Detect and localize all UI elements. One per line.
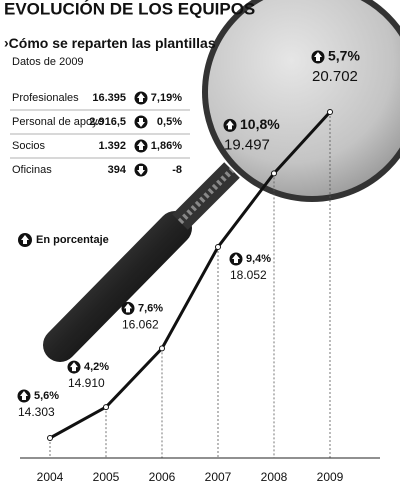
value-label: 20.702 [312,68,358,85]
row-label: Socios [12,140,46,152]
row-value: 1.392 [98,140,126,152]
point [272,171,277,176]
point [160,346,165,351]
row-value: 16.395 [92,92,126,104]
value-label: 14.303 [18,405,55,419]
legend: En porcentaje [18,233,109,247]
x-tick-label: 2007 [205,470,232,484]
point [104,405,109,410]
change-label: 4,2% [84,361,109,373]
x-tick-label: 2009 [317,470,344,484]
subtitle-text: Cómo se reparten las plantillas [9,35,216,51]
note: Datos de 2009 [12,56,84,68]
row-label: Profesionales [12,92,79,104]
value-label: 18.052 [230,268,267,282]
chart-title: EVOLUCIÓN DE LOS EQUIPOS [4,0,255,18]
change-label: 5,7% [328,48,360,64]
change-label: 9,4% [246,253,271,265]
row-change: -8 [172,164,182,176]
row-label: Oficinas [12,164,52,176]
point [216,245,221,250]
x-tick-label: 2008 [261,470,288,484]
row-value: 394 [108,164,127,176]
row-value: 2.916,5 [89,116,126,128]
point [48,436,53,441]
value-label: 16.062 [122,318,159,332]
x-tick-label: 2006 [149,470,176,484]
x-tick-label: 2005 [93,470,120,484]
row-change: 7,19% [151,92,182,104]
legend-label: En porcentaje [36,234,109,246]
row-change: 0,5% [157,116,182,128]
change-label: 10,8% [240,116,280,132]
point [328,110,333,115]
value-label: 14.910 [68,376,105,390]
row-change: 1,86% [151,140,182,152]
chart: EVOLUCIÓN DE LOS EQUIPOS ›Cómo se repart… [0,0,400,491]
value-label: 19.497 [224,136,270,153]
change-label: 5,6% [34,390,59,402]
chart-subtitle: ›Cómo se reparten las plantillas [4,35,216,51]
x-tick-label: 2004 [37,470,64,484]
change-label: 7,6% [138,302,163,314]
